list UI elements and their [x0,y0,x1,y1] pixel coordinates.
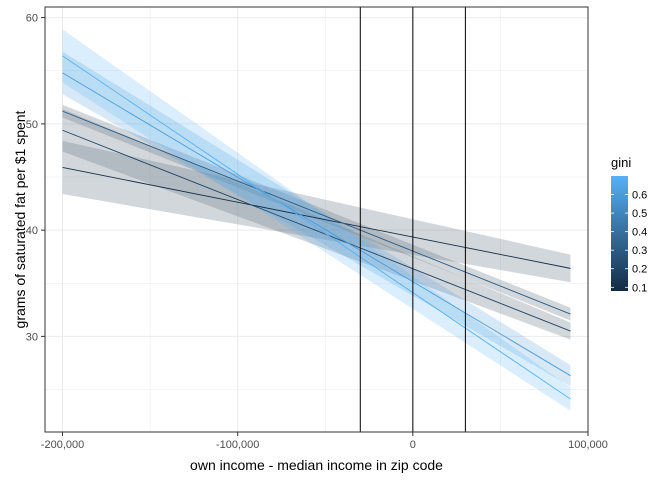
y-tick-label: 30 [26,331,38,343]
confidence-bands [62,29,571,411]
legend-tick-label: 0.2 [632,264,647,276]
confidence-band [62,140,571,283]
legend-title: gini [611,155,631,170]
series-line [62,110,571,315]
panel-border [44,6,589,433]
x-tick-label: -100,000 [216,439,259,451]
x-axis-title: own income - median income in zip code [190,457,443,473]
x-tick-label: 100,000 [568,439,608,451]
series-line [62,129,571,332]
series-line [62,55,571,400]
series-line [62,166,571,269]
vertical-reference-lines [359,7,466,432]
x-tick-label: -200,000 [41,439,84,451]
confidence-band [62,29,571,411]
legend-ticks: 0.1 0.2 0.3 0.4 0.5 0.6 [611,190,647,294]
y-tick-label: 50 [26,119,38,131]
legend-tick-label: 0.4 [632,227,647,239]
series-lines [62,55,571,400]
axis-ticks: -200,000 -100,000 0 100,000 30 40 50 60 [26,13,608,451]
x-tick-label: 0 [410,439,416,451]
confidence-band [62,51,571,387]
legend-tick-label: 0.3 [632,245,647,257]
y-tick-label: 60 [26,13,38,25]
legend: gini 0.1 0.2 0.3 0.4 0.5 0.6 [611,155,647,294]
legend-tick-label: 0.1 [632,282,647,294]
legend-colorbar [611,176,628,291]
y-tick-label: 40 [26,225,38,237]
y-axis-title: grams of saturated fat per $1 spent [12,110,28,328]
series-line [62,72,571,377]
legend-tick-label: 0.6 [632,190,647,202]
legend-tick-label: 0.5 [632,208,647,220]
